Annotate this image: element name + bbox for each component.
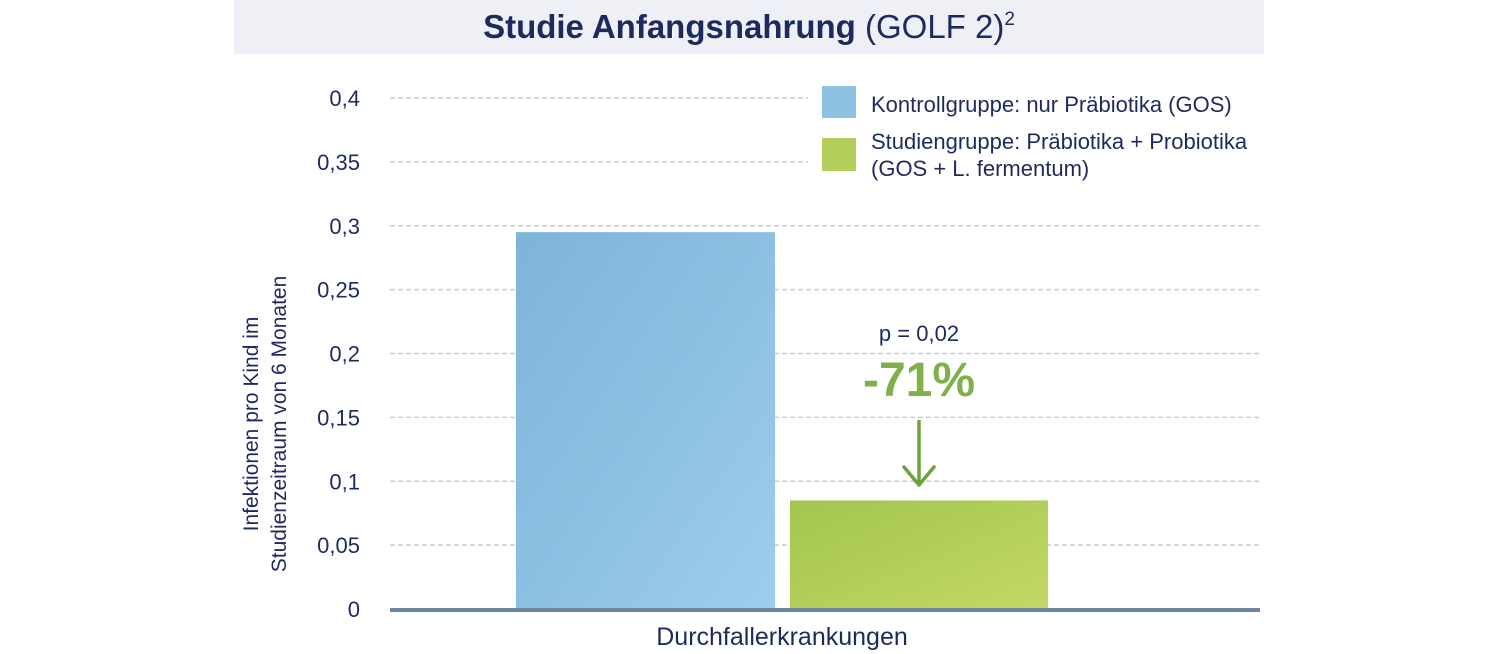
x-axis: Durchfallerkrankungen: [390, 608, 1260, 651]
chart-title-main: Studie Anfangsnahrung: [483, 8, 856, 45]
chart-title-suffix: (GOLF 2): [865, 8, 1005, 45]
legend-swatch-study: [822, 138, 856, 171]
y-axis-title-line-2: Studienzeitraum von 6 Monaten: [268, 276, 291, 573]
chart-title: Studie Anfangsnahrung (GOLF 2)2: [234, 8, 1264, 46]
legend: Kontrollgruppe: nur Präbiotika (GOS) Stud…: [822, 86, 1248, 181]
y-tick-label: 0: [348, 597, 360, 622]
legend-label-study-line-2: (GOS + L. fermentum): [871, 156, 1089, 181]
y-tick-label: 0,35: [317, 150, 360, 175]
percent-change-label: -71%: [863, 354, 975, 407]
x-category-label: Durchfallerkrankungen: [656, 623, 908, 651]
legend-label-control: Kontrollgruppe: nur Präbiotika (GOS): [871, 92, 1232, 117]
y-tick-label: 0,3: [329, 214, 360, 239]
legend-label-study-line-1: Studiengruppe: Präbiotika + Probiotika: [871, 129, 1248, 154]
down-arrow-icon: [902, 420, 936, 487]
chart-title-superscript: 2: [1004, 9, 1015, 30]
y-axis-title-line-1: Infektionen pro Kind im: [240, 317, 263, 532]
y-tick-label: 0,1: [329, 469, 360, 494]
p-value-label: p = 0,02: [879, 321, 959, 346]
y-tick-label: 0,2: [329, 342, 360, 367]
legend-swatch-control: [822, 86, 856, 118]
bar-series-1: [516, 232, 775, 609]
y-tick-label: 0,4: [329, 86, 360, 111]
y-axis-ticks: 0 0,05 0,1 0,15 0,2 0,25 0,3 0,35 0,4: [317, 86, 360, 622]
bar-series-2: [790, 500, 1048, 609]
y-axis-title: Infektionen pro Kind im Studienzeitraum v…: [240, 276, 291, 573]
title-bar: Studie Anfangsnahrung (GOLF 2)2: [234, 0, 1264, 54]
y-tick-label: 0,05: [317, 533, 360, 558]
y-tick-label: 0,15: [317, 405, 360, 430]
annotation: p = 0,02 -71%: [863, 321, 975, 487]
axis-labels: Infektionen pro Kind im Studienzeitraum v…: [240, 276, 291, 573]
bars: [516, 232, 1048, 609]
y-tick-label: 0,25: [317, 278, 360, 303]
